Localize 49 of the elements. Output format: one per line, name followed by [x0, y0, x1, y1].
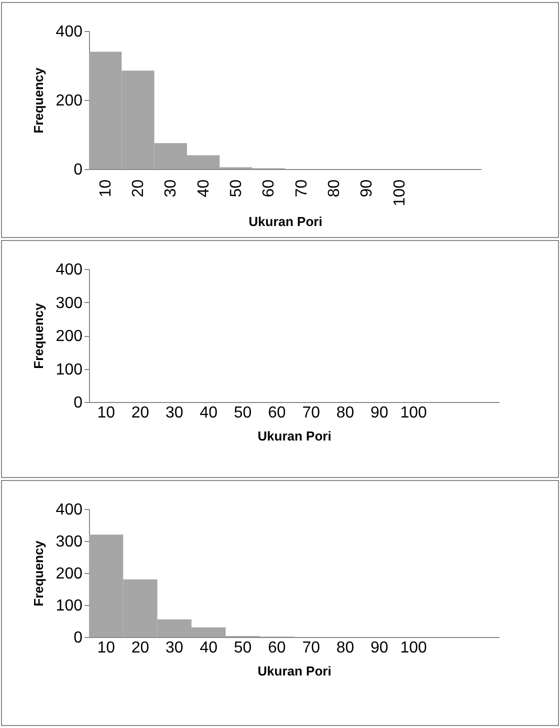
x-tick-label: 40 — [195, 179, 212, 198]
x-tick-label: 50 — [234, 640, 252, 656]
y-tick-label: 0 — [74, 630, 83, 646]
y-tick-label: 200 — [56, 328, 83, 345]
x-tick-label: 60 — [268, 640, 286, 656]
y-tick-label: 400 — [56, 24, 83, 40]
x-tick-label: 80 — [336, 404, 354, 422]
y-tick-label: 300 — [56, 534, 83, 550]
x-tick-label: 90 — [358, 179, 376, 198]
y-tick-label: 200 — [56, 566, 83, 582]
x-tick-label: 10 — [97, 179, 114, 198]
x-tick-label: 20 — [130, 179, 147, 198]
x-tick-label: 50 — [228, 179, 245, 198]
y-tick-label: 0 — [74, 394, 83, 412]
x-axis-title: Ukuran Pori — [258, 664, 332, 678]
y-tick-label: 100 — [56, 361, 83, 378]
x-tick-label: 80 — [336, 640, 354, 656]
x-tick-label: 70 — [293, 179, 310, 198]
x-tick-label: 20 — [131, 404, 150, 422]
y-axis-title: Frequency — [30, 66, 46, 134]
x-tick-label: 10 — [97, 404, 116, 422]
y-axis-title: Frequency — [30, 302, 46, 369]
x-axis-title: Ukuran Pori — [248, 214, 322, 230]
y-tick-label: 0 — [74, 162, 83, 178]
x-tick-label: 30 — [166, 640, 184, 656]
y-axis-title: Frequency — [30, 540, 46, 606]
x-tick-label: 90 — [370, 404, 388, 422]
y-tick-label: 200 — [56, 92, 83, 110]
x-tick-label: 80 — [326, 179, 343, 198]
x-tick-label: 100 — [391, 179, 408, 206]
x-axis-title: Ukuran Pori — [258, 428, 332, 444]
y-tick-label: 400 — [56, 262, 83, 278]
y-tick-label: 100 — [56, 598, 83, 614]
x-tick-label: 30 — [162, 179, 180, 198]
y-tick-label: 400 — [56, 502, 83, 518]
x-tick-label: 100 — [400, 404, 428, 422]
x-tick-label: 10 — [97, 640, 116, 656]
x-tick-label: 100 — [400, 640, 428, 656]
x-tick-label: 20 — [131, 640, 150, 656]
x-tick-label: 40 — [200, 404, 218, 422]
x-tick-label: 70 — [302, 404, 320, 422]
x-tick-label: 60 — [260, 179, 278, 198]
x-tick-label: 50 — [234, 404, 252, 422]
x-tick-label: 40 — [200, 640, 218, 656]
x-tick-label: 70 — [302, 640, 320, 656]
y-tick-label: 300 — [56, 294, 83, 312]
x-tick-label: 30 — [166, 404, 184, 422]
x-tick-label: 90 — [370, 640, 388, 656]
x-tick-label: 60 — [268, 404, 286, 422]
